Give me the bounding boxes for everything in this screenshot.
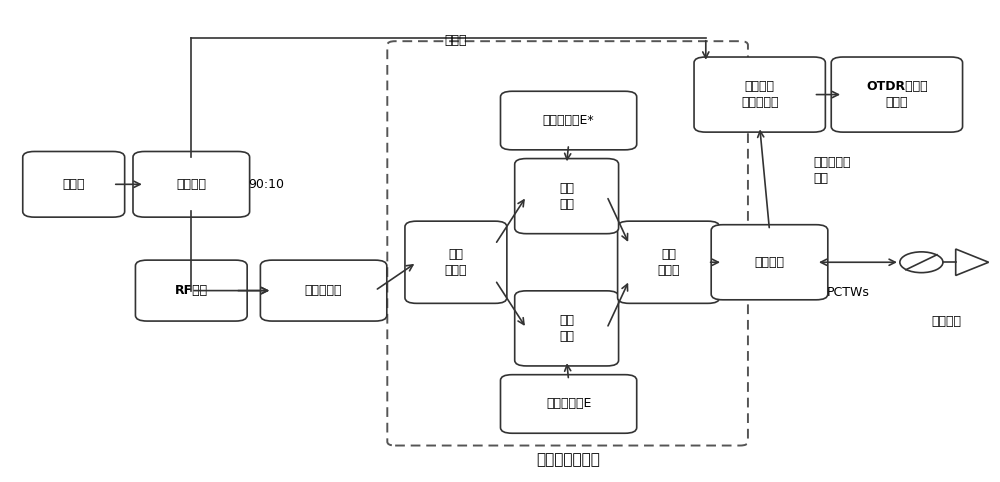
- Text: 调制电信号E*: 调制电信号E*: [543, 114, 594, 127]
- Text: 偏振复用
相干检测器: 偏振复用 相干检测器: [741, 80, 778, 109]
- FancyBboxPatch shape: [133, 151, 250, 217]
- Text: 背向瑞利散
射光: 背向瑞利散 射光: [814, 156, 851, 185]
- FancyBboxPatch shape: [618, 221, 720, 303]
- FancyBboxPatch shape: [831, 57, 963, 132]
- FancyBboxPatch shape: [515, 291, 619, 366]
- Text: 偏振
分束器: 偏振 分束器: [445, 248, 467, 277]
- Text: OTDR数据处
理模块: OTDR数据处 理模块: [866, 80, 928, 109]
- Text: RF信号: RF信号: [175, 284, 208, 297]
- FancyBboxPatch shape: [500, 91, 637, 150]
- Text: 偏振
合束器: 偏振 合束器: [657, 248, 680, 277]
- Text: 激光器: 激光器: [62, 178, 85, 191]
- Text: 光调
制器: 光调 制器: [559, 182, 574, 211]
- FancyBboxPatch shape: [515, 159, 619, 234]
- Text: 本振光: 本振光: [445, 34, 467, 47]
- FancyBboxPatch shape: [500, 375, 637, 433]
- Text: 光调
制器: 光调 制器: [559, 314, 574, 343]
- Text: 待测光纤: 待测光纤: [931, 315, 961, 328]
- Text: 偏振复用调制器: 偏振复用调制器: [537, 452, 601, 467]
- FancyBboxPatch shape: [405, 221, 507, 303]
- Text: 调制电信号E: 调制电信号E: [546, 398, 591, 411]
- Text: 光环形器: 光环形器: [755, 256, 784, 269]
- FancyBboxPatch shape: [135, 260, 247, 321]
- Text: PCTWs: PCTWs: [826, 286, 869, 299]
- FancyBboxPatch shape: [23, 151, 125, 217]
- FancyBboxPatch shape: [711, 225, 828, 300]
- FancyBboxPatch shape: [260, 260, 387, 321]
- Text: 光耦合器: 光耦合器: [176, 178, 206, 191]
- FancyBboxPatch shape: [694, 57, 825, 132]
- Text: 声光调制器: 声光调制器: [305, 284, 342, 297]
- Text: 90:10: 90:10: [248, 178, 284, 191]
